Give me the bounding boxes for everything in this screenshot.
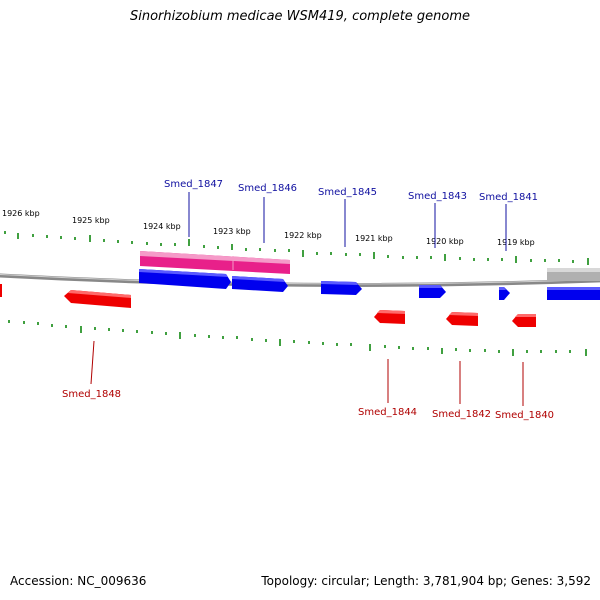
gene-label-smed-1840[interactable]: Smed_1840	[495, 410, 554, 421]
forward-gene[interactable]	[419, 285, 446, 298]
gene-label-smed-1841[interactable]: Smed_1841	[479, 192, 538, 203]
gene-label-smed-1844[interactable]: Smed_1844	[358, 407, 417, 418]
scale-label: 1925 kbp	[72, 216, 110, 225]
accession-text: Accession: NC_009636	[10, 574, 147, 588]
gene-label-smed-1845[interactable]: Smed_1845	[318, 187, 377, 198]
scale-label: 1919 kbp	[497, 238, 535, 247]
reverse-gene[interactable]	[374, 310, 405, 324]
scale-label: 1921 kbp	[355, 234, 393, 243]
forward-tick-row	[4, 231, 589, 265]
genome-backbone-highlight	[0, 274, 600, 285]
scale-label: 1923 kbp	[213, 227, 251, 236]
reverse-gene[interactable]	[446, 312, 478, 326]
forward-gene[interactable]	[139, 269, 231, 289]
genome-backbone	[0, 273, 600, 287]
scale-label: 1922 kbp	[284, 231, 322, 240]
gene-label-smed-1843[interactable]: Smed_1843	[408, 191, 467, 202]
gene-label-smed-1842[interactable]: Smed_1842	[432, 409, 491, 420]
gene-label-smed-1847[interactable]: Smed_1847	[164, 179, 223, 190]
scale-label: 1920 kbp	[426, 237, 464, 246]
highlighted-region[interactable]	[140, 251, 290, 274]
forward-gene[interactable]	[547, 287, 600, 300]
gene-label-smed-1846[interactable]: Smed_1846	[238, 183, 297, 194]
reverse-gene[interactable]	[512, 314, 536, 327]
reverse-gene[interactable]	[0, 284, 2, 297]
forward-gene[interactable]	[321, 281, 362, 295]
gene-label-smed-1848[interactable]: Smed_1848	[62, 389, 121, 400]
reverse-label-leaders	[90, 340, 524, 406]
reverse-gene[interactable]	[64, 290, 131, 308]
scale-label: 1926 kbp	[2, 209, 40, 218]
scale-label: 1924 kbp	[143, 222, 181, 231]
genome-summary-text: Topology: circular; Length: 3,781,904 bp…	[261, 574, 591, 588]
reverse-tick-row	[8, 320, 587, 356]
forward-gene[interactable]	[232, 276, 288, 292]
forward-label-leaders	[188, 192, 507, 251]
forward-gene[interactable]	[499, 287, 510, 300]
genome-title: Sinorhizobium medicae WSM419, complete g…	[129, 9, 471, 24]
other-feature[interactable]	[547, 268, 600, 281]
